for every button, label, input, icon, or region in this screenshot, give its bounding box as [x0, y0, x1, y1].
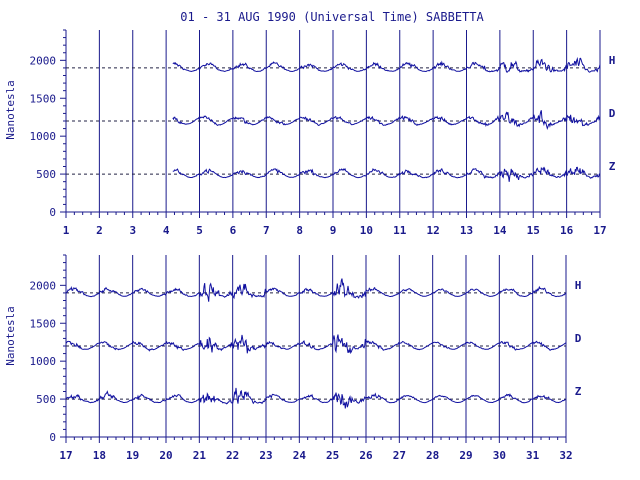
series-label-z: Z — [575, 385, 582, 398]
y-tick-label: 1500 — [30, 92, 57, 105]
x-tick-label: 13 — [460, 224, 473, 237]
series-line-d — [65, 334, 567, 355]
series-label-d: D — [609, 107, 616, 120]
x-tick-label: 25 — [326, 449, 339, 462]
x-tick-label: 7 — [263, 224, 270, 237]
x-tick-label: 22 — [226, 449, 239, 462]
x-tick-label: 3 — [129, 224, 136, 237]
series-label-d: D — [575, 332, 582, 345]
x-tick-label: 21 — [193, 449, 207, 462]
x-tick-label: 24 — [293, 449, 307, 462]
x-tick-label: 26 — [359, 449, 373, 462]
series-label-z: Z — [609, 160, 616, 173]
x-tick-label: 16 — [560, 224, 574, 237]
x-tick-label: 8 — [296, 224, 303, 237]
y-tick-label: 500 — [36, 393, 56, 406]
x-tick-label: 32 — [559, 449, 572, 462]
series-label-h: H — [609, 54, 616, 67]
panel-top: 1 2 3 4 5 6 7 8 9 10 11 12 13 14 15 16 17050010001500200… — [30, 29, 616, 237]
y-tick-label: 1000 — [30, 355, 57, 368]
x-tick-label: 15 — [527, 224, 540, 237]
chart-title: 01 - 31 AUG 1990 (Universal Time) SABBET… — [180, 10, 484, 24]
y-axis-label-bottom: Nanotesla — [4, 306, 17, 366]
y-tick-label: 2000 — [30, 279, 57, 292]
series-line-h — [65, 278, 567, 302]
x-tick-label: 17 — [59, 449, 72, 462]
x-tick-label: 6 — [230, 224, 237, 237]
x-tick-label: 4 — [163, 224, 170, 237]
x-tick-label: 14 — [493, 224, 507, 237]
series-label-h: H — [575, 279, 582, 292]
x-tick-label: 27 — [393, 449, 406, 462]
series-line-h — [172, 56, 601, 73]
x-tick-label: 29 — [459, 449, 472, 462]
x-tick-label: 9 — [330, 224, 337, 237]
x-tick-label: 19 — [126, 449, 139, 462]
series-line-z — [172, 166, 601, 182]
x-tick-label: 1 — [63, 224, 70, 237]
y-tick-label: 2000 — [30, 54, 57, 67]
y-tick-label: 0 — [49, 431, 56, 444]
x-tick-label: 30 — [493, 449, 506, 462]
x-tick-label: 18 — [93, 449, 106, 462]
x-tick-label: 2 — [96, 224, 103, 237]
x-tick-label: 20 — [159, 449, 172, 462]
x-tick-label: 10 — [360, 224, 373, 237]
y-axis-label-top: Nanotesla — [4, 80, 17, 140]
x-tick-label: 28 — [426, 449, 439, 462]
y-tick-label: 500 — [36, 168, 56, 181]
x-tick-label: 17 — [593, 224, 606, 237]
y-tick-label: 1000 — [30, 130, 57, 143]
x-tick-label: 11 — [393, 224, 407, 237]
y-tick-label: 1500 — [30, 317, 57, 330]
x-tick-label: 23 — [259, 449, 272, 462]
series-line-d — [172, 110, 601, 131]
series-line-z — [66, 387, 566, 409]
x-tick-label: 5 — [196, 224, 203, 237]
x-tick-label: 31 — [526, 449, 540, 462]
y-tick-label: 0 — [49, 206, 56, 219]
panel-bottom: 17 18 19 20 21 22 23 24 25 26 27 28 29 30 31 32 0 500 1000… — [30, 254, 582, 462]
x-tick-label: 12 — [427, 224, 440, 237]
